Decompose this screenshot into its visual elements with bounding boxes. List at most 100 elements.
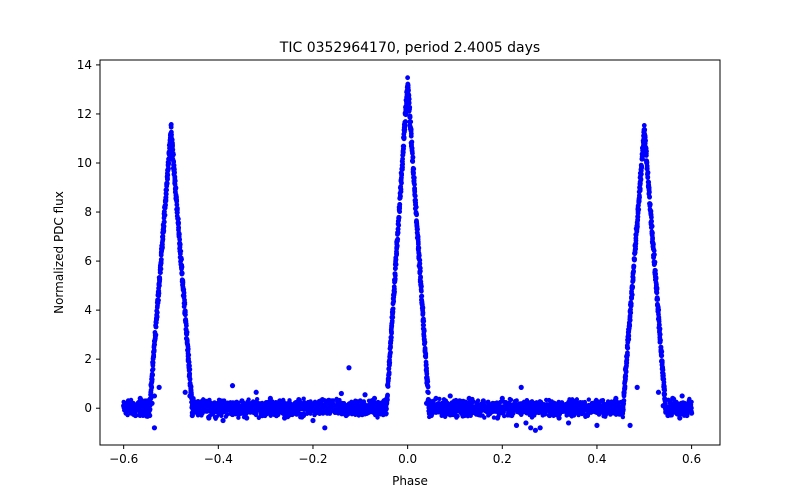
data-point	[421, 322, 427, 328]
data-point	[164, 187, 169, 193]
data-point	[650, 235, 655, 241]
data-point	[423, 353, 429, 359]
data-point	[128, 408, 134, 414]
data-point	[156, 384, 162, 390]
data-point	[501, 413, 507, 419]
data-point	[272, 410, 278, 416]
data-point	[388, 349, 393, 355]
data-point	[177, 242, 183, 248]
data-point	[400, 150, 406, 156]
data-point	[158, 257, 164, 263]
data-point	[182, 312, 188, 318]
data-point	[647, 194, 652, 200]
data-point	[655, 297, 660, 302]
data-point	[621, 398, 627, 403]
data-point	[244, 415, 250, 421]
data-point	[178, 248, 184, 254]
data-point	[414, 220, 420, 226]
data-point	[385, 384, 391, 389]
x-tick-label: 0.2	[493, 452, 512, 466]
data-point	[390, 309, 396, 315]
data-point	[528, 425, 534, 431]
data-point	[300, 412, 307, 419]
data-point	[651, 248, 657, 254]
y-axis-label: Normalized PDC flux	[52, 191, 66, 314]
data-point	[679, 393, 685, 399]
data-point	[388, 345, 393, 350]
data-point	[411, 175, 417, 181]
data-points	[121, 75, 695, 433]
data-point	[160, 233, 166, 239]
data-point	[594, 422, 600, 428]
data-point	[630, 275, 636, 281]
data-point	[542, 403, 548, 409]
data-point	[185, 347, 191, 353]
data-point	[659, 360, 665, 366]
data-point	[182, 389, 188, 395]
data-point	[156, 282, 162, 288]
data-point	[406, 93, 412, 98]
data-point	[400, 156, 406, 162]
y-axis: 0 2 4 6 8 10 12 14	[77, 58, 100, 415]
data-point	[398, 189, 404, 195]
data-point	[151, 349, 157, 355]
data-point	[681, 400, 688, 406]
data-point	[149, 400, 155, 406]
data-point	[170, 140, 175, 146]
data-point	[413, 200, 419, 206]
data-point	[513, 422, 520, 428]
data-point	[248, 400, 255, 406]
data-point	[415, 239, 421, 245]
data-point	[416, 253, 422, 258]
data-point	[147, 406, 153, 412]
data-point	[551, 413, 556, 419]
data-point	[357, 398, 363, 404]
data-point	[629, 292, 635, 298]
data-point	[422, 347, 428, 353]
data-point	[631, 268, 636, 274]
data-point	[626, 336, 632, 342]
data-point	[499, 395, 505, 402]
data-point	[281, 415, 288, 421]
data-point	[149, 385, 155, 390]
data-point	[645, 170, 651, 176]
data-point	[174, 202, 180, 208]
data-point	[399, 180, 404, 186]
data-point	[296, 397, 302, 403]
data-point	[632, 257, 637, 263]
data-point	[186, 352, 192, 358]
data-point	[501, 410, 506, 415]
data-point	[206, 415, 212, 421]
data-point	[182, 300, 188, 306]
data-point	[403, 119, 408, 124]
data-point	[490, 400, 496, 406]
data-point	[337, 397, 342, 403]
data-point	[622, 375, 628, 381]
data-point	[310, 417, 316, 424]
data-point	[575, 410, 581, 416]
data-point	[163, 198, 169, 204]
data-point	[635, 218, 641, 223]
data-point	[639, 164, 645, 170]
data-point	[657, 332, 663, 337]
x-tick-label: −0.6	[109, 452, 138, 466]
data-point	[286, 400, 292, 406]
data-point	[628, 310, 634, 316]
data-point	[476, 410, 482, 416]
data-point	[406, 96, 412, 102]
data-point	[154, 314, 160, 320]
data-point	[424, 379, 430, 385]
data-point	[482, 415, 487, 420]
data-point	[660, 403, 666, 409]
data-point	[421, 318, 427, 324]
data-point	[175, 216, 181, 222]
data-point	[447, 393, 453, 399]
data-point	[160, 242, 165, 247]
data-point	[225, 403, 231, 409]
data-point	[151, 393, 158, 399]
data-point	[201, 398, 207, 404]
data-point	[466, 395, 472, 402]
data-point	[386, 371, 392, 377]
data-point	[407, 113, 413, 119]
data-point	[399, 172, 405, 178]
